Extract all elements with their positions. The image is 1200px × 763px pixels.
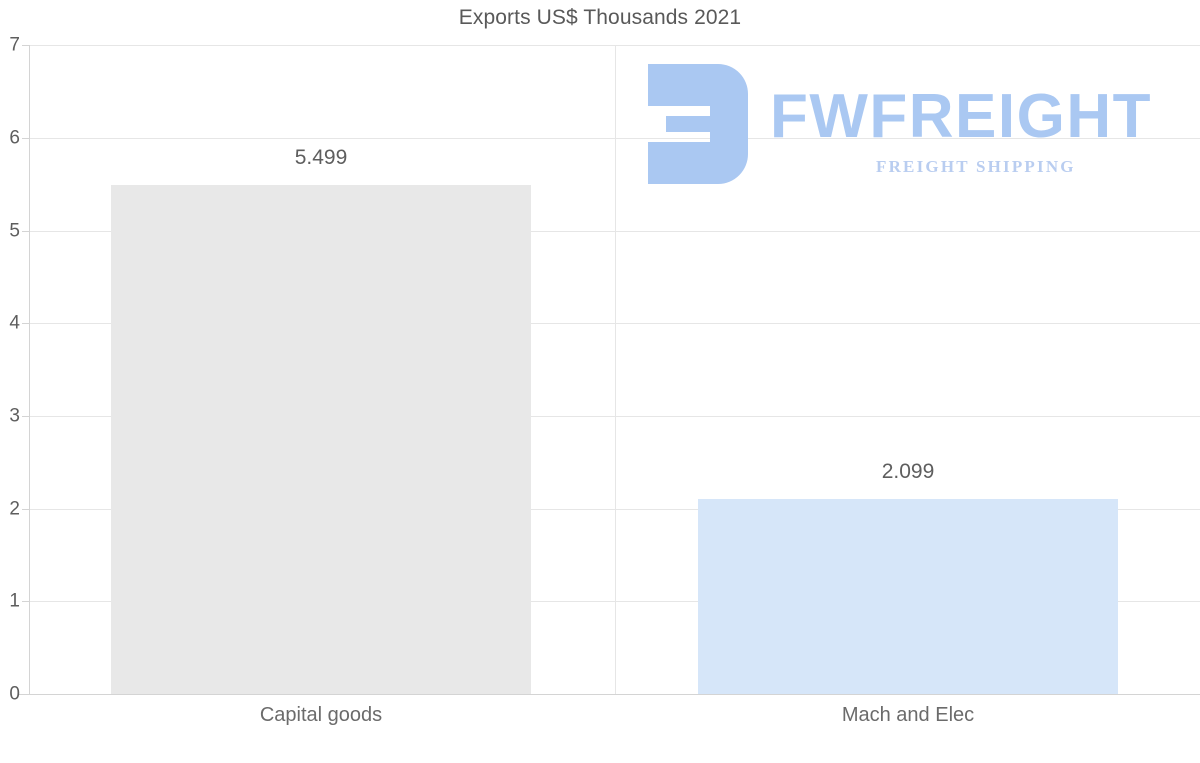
- bar-mach-and-elec[interactable]: [698, 499, 1118, 694]
- y-axis-tick-label: 1: [9, 590, 20, 612]
- y-tick-mark: [22, 231, 30, 232]
- bar-value-label-capital-goods: 5.499: [294, 146, 348, 169]
- gridline-vertical-separator: [615, 45, 616, 694]
- y-axis-tick-label: 0: [9, 683, 20, 705]
- y-tick-mark: [22, 323, 30, 324]
- y-axis-tick-label: 4: [9, 312, 20, 334]
- gridline-horizontal: [29, 231, 1200, 232]
- y-axis-line: [29, 45, 30, 695]
- y-tick-mark: [22, 416, 30, 417]
- x-axis-category-label-mach-and-elec: Mach and Elec: [841, 704, 975, 726]
- y-axis-tick-label: 7: [9, 34, 20, 56]
- y-tick-mark: [22, 509, 30, 510]
- gridline-horizontal: [29, 45, 1200, 46]
- gridline-horizontal: [29, 138, 1200, 139]
- y-tick-mark: [22, 138, 30, 139]
- plot-area: [29, 45, 1200, 694]
- gridline-horizontal: [29, 509, 1200, 510]
- y-tick-mark: [22, 45, 30, 46]
- y-tick-mark: [22, 601, 30, 602]
- x-axis-category-label-capital-goods: Capital goods: [259, 704, 383, 726]
- chart-title: Exports US$ Thousands 2021: [458, 6, 742, 29]
- y-axis-tick-label: 5: [9, 220, 20, 242]
- bar-value-label-mach-and-elec: 2.099: [881, 460, 935, 483]
- y-axis-tick-label: 3: [9, 405, 20, 427]
- y-axis-tick-label: 6: [9, 127, 20, 149]
- x-axis-line: [18, 694, 1200, 695]
- y-axis-tick-label: 2: [9, 498, 20, 520]
- gridline-horizontal: [29, 416, 1200, 417]
- gridline-horizontal: [29, 601, 1200, 602]
- bar-capital-goods[interactable]: [111, 185, 531, 694]
- gridline-horizontal: [29, 323, 1200, 324]
- y-tick-mark: [22, 694, 30, 695]
